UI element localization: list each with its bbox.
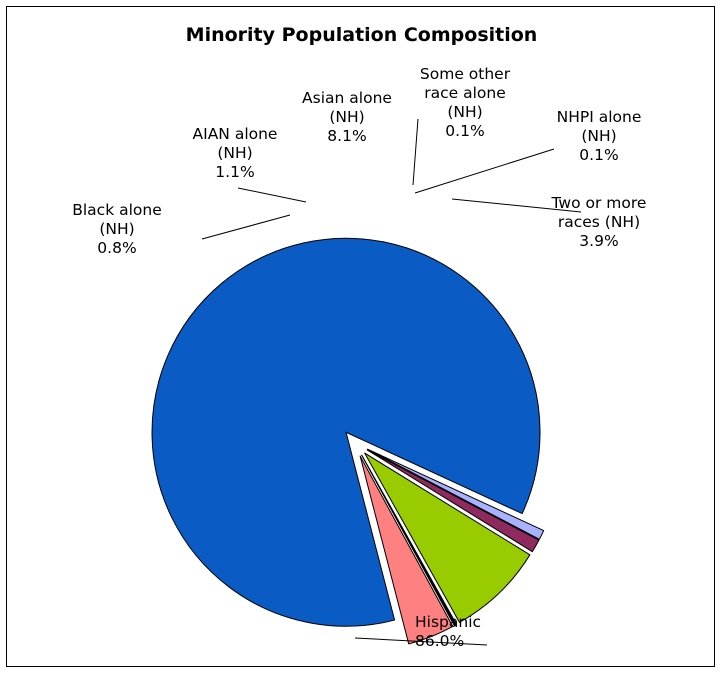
leader-line-1 [201,214,291,240]
pie-slice-6 [359,455,454,645]
slice-label-3: Asian alone (NH) 8.1% [302,89,392,145]
chart-frame: Minority Population Composition Hispanic… [6,6,715,667]
slice-label-0: Hispanic 86.0% [415,613,481,650]
slice-label-1: Black alone (NH) 0.8% [72,201,162,257]
pie-chart: Hispanic 86.0% Black alone (NH) 0.8% AIAN alo… [72,65,647,650]
slice-label-6: Two or more races (NH) 3.9% [551,194,647,250]
pie-slice-1 [367,448,545,540]
chart-title: Minority Population Composition [185,24,538,46]
leader-line-5 [414,148,555,194]
slice-label-2: AIAN alone (NH) 1.1% [193,125,278,181]
leader-line-2 [237,187,307,203]
pie-slice-5 [361,454,456,627]
pie-slice-2 [366,449,540,553]
leader-line-4 [412,118,419,186]
slice-label-4: Some other race alone (NH) 0.1% [420,65,511,140]
slice-label-5: NHPI alone (NH) 0.1% [557,108,642,164]
pie-slice-3 [364,452,531,623]
leader-line-0 [354,637,488,646]
leader-line-6 [451,198,582,213]
pie-slice-0 [151,237,541,627]
